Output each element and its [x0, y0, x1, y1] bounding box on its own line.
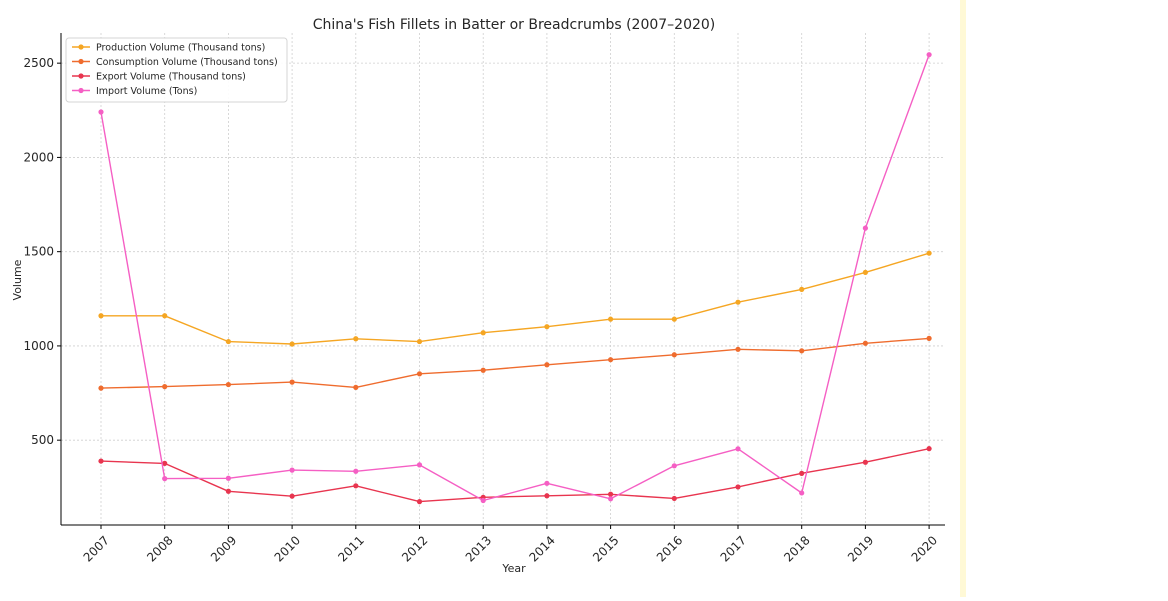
legend-label: Consumption Volume (Thousand tons) — [96, 57, 278, 68]
series-line — [101, 252, 930, 345]
x-tick-label: 2018 — [781, 533, 812, 564]
legend-swatch-marker — [78, 87, 84, 94]
chart-title: China's Fish Fillets in Batter or Breadc… — [313, 17, 716, 33]
data-point — [799, 348, 805, 354]
x-tick-label: 2007 — [81, 533, 112, 564]
x-tick-label: 2016 — [654, 533, 685, 564]
data-point — [608, 316, 614, 322]
x-tick-label: 2014 — [526, 533, 557, 564]
data-point — [480, 367, 486, 373]
data-point — [353, 468, 359, 474]
legend-swatch-marker — [78, 58, 84, 65]
data-point — [289, 341, 295, 347]
legend-label: Import Volume (Tons) — [96, 86, 197, 97]
data-point — [353, 384, 359, 390]
data-point — [353, 483, 359, 489]
data-point — [289, 467, 295, 473]
data-point — [416, 462, 423, 468]
data-point — [416, 338, 423, 345]
data-point — [926, 250, 932, 256]
data-point — [799, 286, 805, 292]
data-point — [544, 362, 550, 368]
y-tick-label: 1000 — [23, 339, 54, 353]
x-tick-label: 2011 — [335, 533, 366, 564]
data-point — [480, 330, 486, 336]
data-point — [671, 495, 677, 502]
data-point — [98, 385, 104, 391]
y-tick-label: 1500 — [23, 245, 54, 259]
data-point — [353, 336, 359, 342]
x-tick-label: 2020 — [909, 533, 940, 564]
series-line — [100, 337, 930, 389]
data-point — [98, 313, 104, 319]
x-tick-label: 2010 — [272, 533, 303, 564]
x-tick-label: 2009 — [208, 533, 239, 564]
data-point — [544, 493, 550, 499]
axes — [60, 33, 945, 526]
data-point — [225, 488, 231, 494]
data-point — [608, 357, 614, 363]
y-tick-label: 2500 — [23, 56, 54, 70]
data-point — [98, 109, 104, 115]
data-point — [862, 269, 869, 276]
data-point — [735, 446, 741, 452]
series — [98, 52, 932, 505]
data-point — [289, 379, 295, 385]
x-tick-label: 2017 — [718, 533, 749, 564]
data-point — [416, 371, 423, 377]
x-axis-label: Year — [501, 562, 526, 575]
legend-box — [65, 37, 288, 103]
x-tick-label: 2012 — [399, 533, 430, 564]
data-point — [225, 475, 231, 481]
data-point — [799, 470, 805, 476]
legend-swatch-marker — [78, 44, 84, 50]
data-point — [608, 496, 614, 502]
y-tick-label: 2000 — [23, 150, 54, 164]
data-point — [544, 324, 550, 330]
data-point — [544, 480, 550, 486]
data-point — [926, 446, 932, 452]
data-point — [671, 316, 677, 322]
x-tick-label: 2008 — [144, 533, 175, 564]
data-point — [671, 463, 677, 469]
data-point — [225, 381, 231, 388]
data-point — [162, 460, 168, 466]
x-tick-label: 2015 — [590, 533, 621, 564]
series-line — [100, 448, 930, 503]
grid — [61, 33, 945, 525]
data-point — [735, 299, 741, 305]
y-axis-label: Volume — [11, 259, 24, 300]
data-point — [225, 338, 231, 345]
data-point — [926, 52, 932, 58]
data-point — [162, 313, 168, 319]
data-point — [608, 491, 614, 497]
data-point — [926, 335, 932, 341]
data-point — [162, 476, 168, 482]
legend-label: Production Volume (Thousand tons) — [96, 43, 265, 54]
side-strip — [960, 0, 966, 597]
x-tick-label: 2019 — [845, 533, 876, 564]
data-point — [671, 352, 677, 358]
data-point — [862, 340, 869, 346]
x-tick-label: 2013 — [463, 533, 494, 564]
legend: Production Volume (Thousand tons) Consump… — [65, 37, 288, 103]
data-point — [735, 346, 741, 352]
series-line — [100, 54, 930, 502]
data-point — [98, 458, 104, 464]
legend-label: Export Volume (Thousand tons) — [96, 72, 246, 83]
data-point — [416, 499, 423, 505]
data-point — [799, 490, 805, 496]
data-point — [735, 484, 741, 490]
y-tick-label: 500 — [31, 433, 54, 447]
data-point — [289, 493, 295, 499]
data-point — [162, 384, 168, 390]
data-point — [862, 225, 869, 231]
data-point — [862, 459, 869, 465]
data-point — [480, 497, 486, 504]
legend-swatch-marker — [78, 73, 84, 79]
